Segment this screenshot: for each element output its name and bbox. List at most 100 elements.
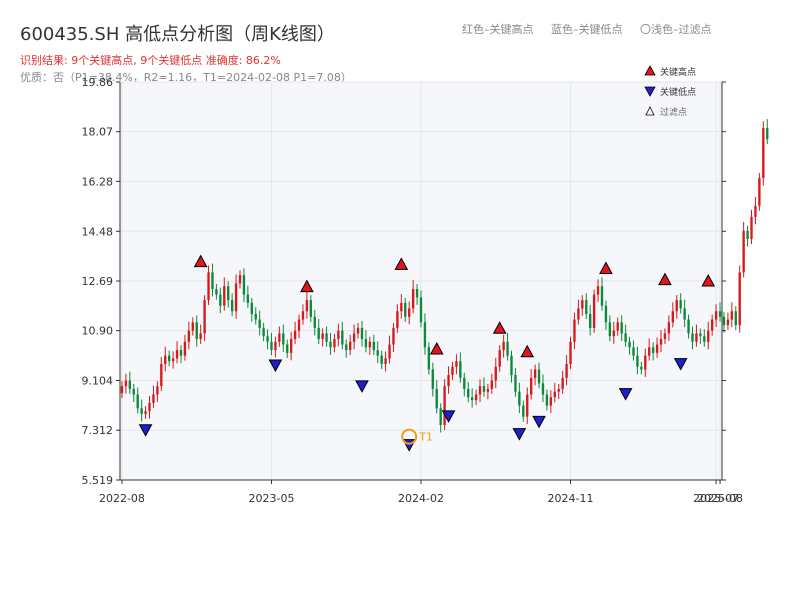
candle-body (474, 394, 478, 401)
candle-body (262, 327, 265, 337)
candle-body (624, 333, 627, 342)
candle-body (258, 319, 261, 328)
key-low-marker (673, 358, 688, 371)
candle-body (203, 300, 206, 334)
candle-body (502, 341, 505, 351)
key-low-marker (355, 380, 369, 393)
candle-body (191, 322, 194, 331)
candle-body (313, 316, 316, 328)
candle-body (522, 405, 525, 417)
candle-body (301, 311, 305, 320)
candle-body (408, 308, 411, 317)
candle-body (333, 338, 336, 348)
candle-body (467, 388, 470, 398)
candle-body (396, 311, 399, 328)
candle-body (486, 388, 490, 392)
candle-body (152, 394, 155, 403)
candle-body (470, 397, 474, 401)
color-key-blue: 蓝色–关键低点 (551, 23, 623, 36)
candle-body (573, 319, 576, 342)
candle-body (455, 361, 458, 367)
candle-body (368, 341, 372, 348)
candle-body (250, 302, 253, 315)
candle-body (636, 355, 639, 367)
candle-body (305, 300, 309, 312)
candle-body (175, 350, 179, 359)
candle-body (604, 305, 608, 323)
candle-body (345, 344, 348, 351)
legend-filtered-marker (645, 106, 655, 116)
candle-body (494, 366, 497, 381)
candle-body (569, 341, 572, 364)
key-low-marker (268, 359, 283, 373)
candle-body (529, 377, 533, 395)
candle-body (734, 311, 737, 326)
candle-body (659, 338, 663, 345)
candle-body (545, 394, 549, 406)
candle-body (679, 300, 682, 309)
candle-body (317, 327, 320, 339)
candle-body (404, 302, 407, 317)
axis-layer: 5.519 7.312 9.104 10.90 12.69 14.48 16.28 18.07… (82, 76, 744, 505)
candle-body (754, 205, 757, 217)
candle-body (415, 289, 419, 298)
x-tick-label: 2023-05 (248, 492, 294, 505)
candle-body (667, 322, 671, 334)
key-high-marker (599, 261, 613, 275)
candle-body (581, 300, 584, 309)
candle-body (431, 369, 434, 389)
candle-body (211, 272, 214, 290)
candle-body (565, 363, 568, 378)
candle-body (648, 347, 651, 356)
key-high-marker (520, 344, 535, 358)
candle-body (498, 350, 501, 367)
key-low-marker (441, 410, 456, 423)
candle-body (478, 386, 482, 395)
candle-body (703, 336, 706, 342)
color-key: 红色–关键高点 蓝色–关键低点 〇浅色–过滤点 (462, 21, 712, 37)
candle-body (691, 333, 694, 342)
candle-body (183, 341, 187, 356)
candle-body (360, 327, 364, 339)
candle-body (557, 388, 560, 392)
x-tick-label: 2022-08 (99, 492, 145, 505)
key-low-marker (512, 428, 527, 441)
candle-body (238, 275, 242, 284)
color-key-red: 红色–关键高点 (462, 23, 534, 36)
key-high-marker (492, 321, 507, 334)
candle-body (518, 391, 521, 406)
candle-body (364, 338, 368, 348)
legend-low-marker (644, 86, 656, 97)
candle-body (160, 363, 163, 387)
candle-body (730, 311, 734, 320)
candle-body (270, 341, 273, 351)
candle-body (411, 289, 415, 309)
candle-body (592, 294, 596, 328)
t1-highlight-ring (401, 428, 418, 445)
candle-body (341, 330, 344, 345)
result-summary: 识别结果: 9个关键高点, 9个关键低点 准确度: 86.2% (20, 54, 281, 67)
candle-body (699, 333, 702, 337)
candle-body (738, 272, 741, 326)
x-tick-label: 2025-07 (693, 492, 739, 505)
candle-body (388, 344, 391, 359)
key-high-marker (300, 279, 314, 293)
candle-body (187, 330, 191, 342)
candle-body (726, 319, 730, 326)
candle-body (526, 394, 529, 417)
y-tick-label: 5.519 (82, 474, 114, 487)
candle-body (718, 311, 722, 317)
candle-body (451, 366, 454, 376)
key-high-marker (658, 272, 672, 286)
candle-body (620, 322, 623, 334)
candle-body (443, 386, 446, 426)
candle-body (348, 341, 352, 351)
candle-body (762, 128, 765, 179)
candle-body (640, 366, 643, 370)
candle-body (683, 308, 686, 320)
candle-body (164, 355, 167, 364)
candle-body (148, 402, 151, 412)
candle-body (671, 311, 674, 323)
candle-body (447, 375, 450, 387)
candle-body (549, 397, 553, 406)
